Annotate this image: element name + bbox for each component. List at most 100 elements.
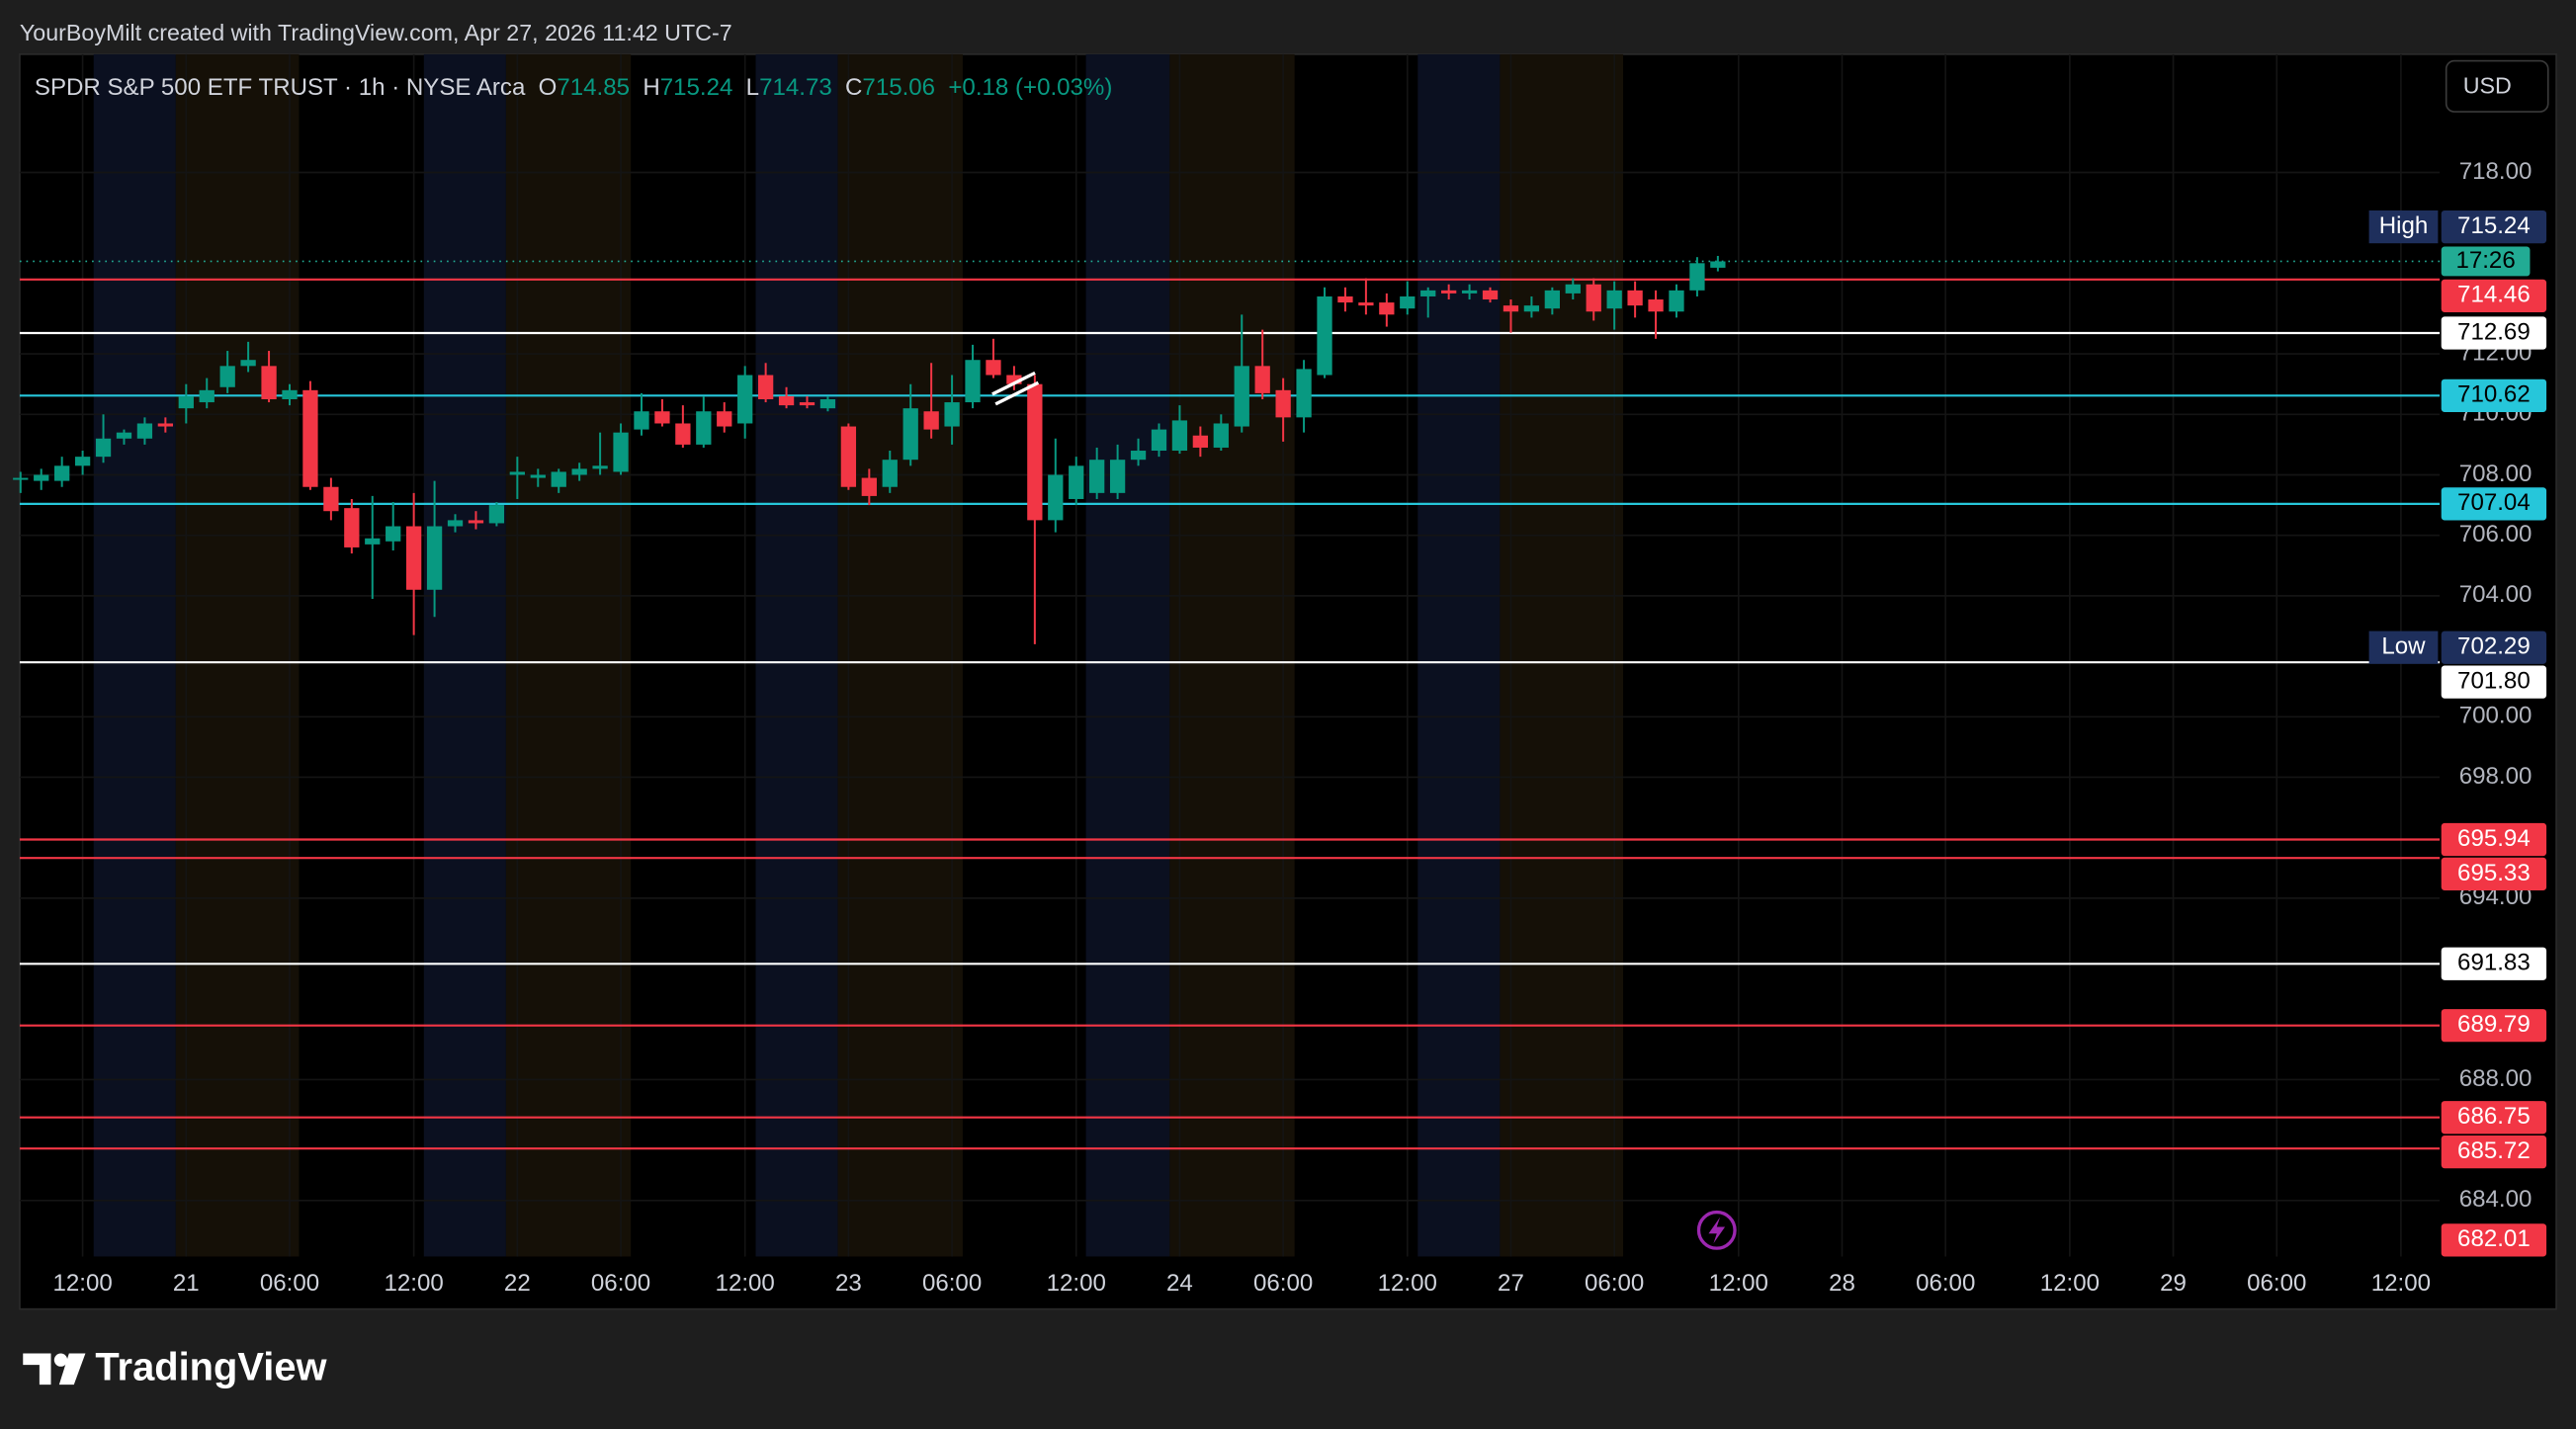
- candle-body: [1089, 460, 1105, 493]
- candle-body: [1130, 451, 1147, 461]
- candle-body: [116, 432, 132, 439]
- premarket-band: [93, 53, 176, 1257]
- candle-body: [1275, 389, 1291, 418]
- y-tick-label: 698.00: [2459, 763, 2533, 790]
- candle-body: [13, 477, 29, 480]
- candle-body: [1710, 261, 1726, 268]
- candle-body: [551, 471, 566, 487]
- x-tick-label: 27: [1498, 1270, 1524, 1297]
- symbol-title: SPDR S&P 500 ETF TRUST · 1h · NYSE Arca: [35, 74, 526, 101]
- afterhours-band: [1169, 53, 1295, 1257]
- level-label-box: [2441, 857, 2547, 891]
- candle-body: [571, 468, 587, 475]
- premarket-band: [1085, 53, 1170, 1257]
- candle-body: [1523, 305, 1540, 312]
- candle-body: [1482, 290, 1499, 300]
- premarket-band: [1417, 53, 1501, 1257]
- ohlc-value: 715.06: [862, 74, 935, 101]
- candle-body: [1027, 383, 1043, 521]
- candle-body: [468, 520, 484, 524]
- candle-body: [95, 438, 112, 458]
- x-tick-label: 12:00: [52, 1270, 112, 1297]
- candles: [13, 255, 1726, 644]
- premarket-band: [755, 53, 838, 1257]
- candle-body: [261, 366, 277, 400]
- alert-icon[interactable]: [1696, 1210, 1737, 1250]
- x-tick-label: 28: [1829, 1270, 1855, 1297]
- level-label: 689.79: [2457, 1011, 2531, 1038]
- ohlc-label: O: [539, 74, 558, 101]
- level-label: 682.01: [2457, 1225, 2531, 1252]
- candle-body: [902, 408, 918, 461]
- candle-body: [675, 423, 691, 445]
- extreme-value: 702.29: [2457, 633, 2531, 660]
- candle-body: [1213, 423, 1229, 448]
- symbol-legend: SPDR S&P 500 ETF TRUST · 1h · NYSE Arca O…: [35, 74, 1112, 101]
- drawing-stroke: [994, 380, 1040, 406]
- price-change: +0.18 (+0.03%): [948, 74, 1112, 101]
- candle-body: [1586, 284, 1601, 312]
- currency-button-box[interactable]: [2445, 59, 2549, 113]
- candle-body: [923, 411, 939, 430]
- extreme-value-box: [2441, 210, 2547, 244]
- brand-name: TradingView: [95, 1346, 327, 1389]
- level-label: 686.75: [2457, 1103, 2531, 1130]
- candle-body: [1296, 369, 1312, 418]
- extreme-value: 715.24: [2457, 212, 2531, 239]
- last-price-label-box: [2441, 246, 2531, 277]
- x-tick-label: 12:00: [2371, 1270, 2431, 1297]
- currency-button[interactable]: USD: [2445, 59, 2549, 113]
- candle-body: [965, 360, 981, 403]
- ohlc-label: L: [746, 74, 759, 101]
- currency-button-label[interactable]: USD: [2463, 72, 2512, 98]
- candle-body: [840, 426, 857, 487]
- level-label: 710.62: [2457, 381, 2531, 408]
- candle-body: [613, 432, 629, 472]
- level-label-box: [2441, 822, 2547, 857]
- x-tick-label: 12:00: [385, 1270, 444, 1297]
- level-label: 701.80: [2457, 667, 2531, 694]
- level-label: 685.72: [2457, 1137, 2531, 1164]
- candle-body: [778, 395, 795, 406]
- candle-body: [882, 460, 898, 487]
- levels: [19, 260, 2441, 1150]
- level-label: 695.33: [2457, 860, 2531, 886]
- candle-body: [1441, 290, 1457, 294]
- candle-body: [178, 395, 194, 409]
- alert-bolt[interactable]: [1708, 1217, 1726, 1244]
- ohlc-value: 714.85: [557, 74, 630, 101]
- x-tick-label: 06:00: [1253, 1270, 1313, 1297]
- logo-mark: [23, 1353, 51, 1386]
- candle-body: [1606, 290, 1622, 309]
- session-shading: [93, 53, 1624, 1257]
- candle-body: [219, 366, 235, 387]
- level-label-box: [2441, 1009, 2547, 1043]
- candle-body: [1317, 295, 1332, 376]
- ohlc-value: 715.24: [660, 74, 733, 101]
- brand-logo: TradingView: [23, 1346, 328, 1389]
- candle-body: [1648, 299, 1664, 312]
- candle-body: [1109, 460, 1126, 493]
- level-label-box: [2441, 487, 2547, 521]
- candle-body: [1461, 290, 1478, 294]
- ohlc-label: C: [845, 74, 862, 101]
- x-tick-label: 21: [173, 1270, 200, 1297]
- candle-body: [530, 474, 546, 478]
- candle-body: [1069, 465, 1084, 499]
- candle-body: [1254, 366, 1270, 393]
- x-tick-label: 12:00: [1378, 1270, 1437, 1297]
- level-label-box: [2441, 1135, 2547, 1169]
- y-tick-label: 700.00: [2459, 703, 2533, 729]
- candle-body: [136, 423, 153, 439]
- candle-body: [1192, 435, 1209, 448]
- candle-body: [405, 526, 422, 590]
- y-tick-label: 688.00: [2459, 1065, 2533, 1092]
- alert-circle[interactable]: [1696, 1210, 1737, 1250]
- level-label: 691.83: [2457, 950, 2531, 976]
- candle-body: [717, 411, 732, 427]
- x-tick-label: 22: [504, 1270, 531, 1297]
- candle-body: [74, 457, 91, 466]
- candle-body: [944, 402, 960, 427]
- x-tick-label: 23: [835, 1270, 862, 1297]
